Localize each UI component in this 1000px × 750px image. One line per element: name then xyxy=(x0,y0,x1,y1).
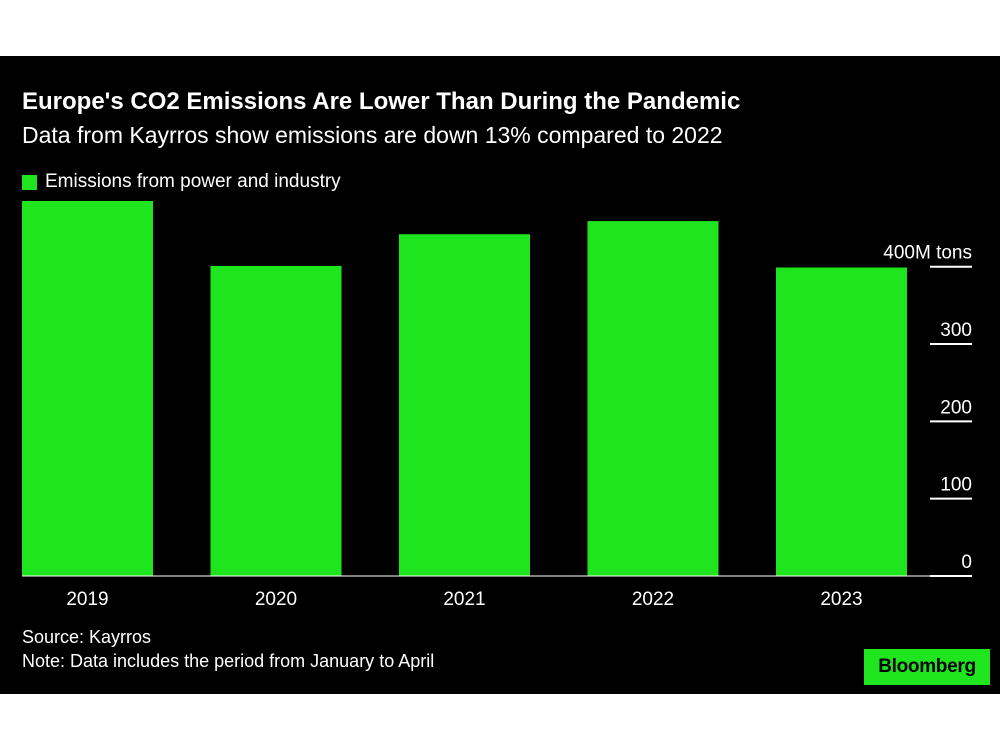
chart-subtitle: Data from Kayrros show emissions are dow… xyxy=(22,122,723,148)
bar-chart: 2019 2020 2021 2022 2023 0 100 200 300 400M tons xyxy=(22,201,972,610)
legend-swatch xyxy=(22,174,37,190)
legend: Emissions from power and industry xyxy=(22,171,341,193)
x-tick-label: 2023 xyxy=(820,589,862,610)
bar-2023 xyxy=(776,267,907,576)
y-tick-label: 300 xyxy=(940,320,972,341)
x-tick-label: 2022 xyxy=(632,589,674,610)
source-note: Source: Kayrros xyxy=(22,627,152,647)
bar-2019 xyxy=(22,201,153,576)
y-tick-label: 400M tons xyxy=(883,243,972,264)
bar-2021 xyxy=(399,234,530,576)
data-note: Note: Data includes the period from Janu… xyxy=(22,651,435,671)
chart-title: Europe's CO2 Emissions Are Lower Than Du… xyxy=(22,88,741,115)
x-tick-label: 2019 xyxy=(66,589,108,610)
chart-canvas: Europe's CO2 Emissions Are Lower Than Du… xyxy=(0,56,1000,694)
bar-2022 xyxy=(587,221,719,576)
y-tick-label: 200 xyxy=(940,397,972,418)
legend-label: Emissions from power and industry xyxy=(45,171,341,192)
y-tick-label: 0 xyxy=(961,552,972,573)
bloomberg-logo: Bloomberg xyxy=(864,649,990,685)
bar-2020 xyxy=(210,265,342,576)
x-tick-label: 2021 xyxy=(443,589,485,610)
y-tick-label: 100 xyxy=(940,475,972,496)
x-tick-label: 2020 xyxy=(255,589,297,610)
